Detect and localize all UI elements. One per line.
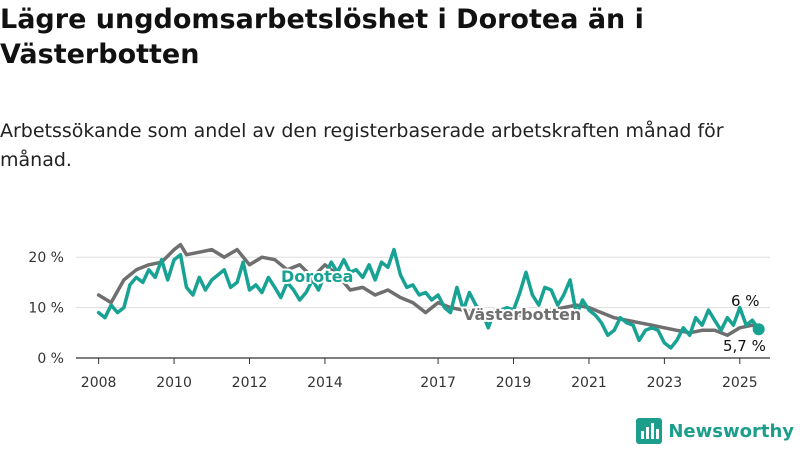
- series-lines: [96, 242, 765, 350]
- x-tick-label: 2008: [81, 375, 117, 391]
- x-axis: 2008 2010 2012 2014 2017 2019 2021 2023 2025: [81, 358, 758, 391]
- brand-name: Newsworthy: [668, 420, 794, 442]
- series-line-dorotea: [96, 247, 761, 350]
- series-label-vasterbotten: Västerbotten: [463, 305, 581, 324]
- y-tick-label: 10 %: [28, 301, 64, 317]
- series-label-dorotea: Dorotea: [281, 267, 353, 286]
- chart-subtitle: Arbetssökande som andel av den registerb…: [0, 120, 724, 171]
- x-tick-label: 2014: [307, 375, 343, 391]
- x-tick-label: 2012: [232, 375, 268, 391]
- x-tick-label: 2010: [156, 375, 192, 391]
- end-label-dorotea: 5,7 %: [723, 337, 766, 355]
- y-axis-labels: 0 % 10 % 20 %: [28, 250, 64, 367]
- bar-chart-logo-icon: [636, 418, 663, 444]
- chart-title: Lägre ungdomsarbetslöshet i Dorotea än i…: [0, 4, 644, 70]
- series-line-vasterbotten: [96, 242, 761, 338]
- x-tick-label: 2023: [647, 375, 683, 391]
- x-tick-label: 2025: [722, 375, 758, 391]
- x-tick-label: 2021: [571, 375, 607, 391]
- grid-lines: [76, 256, 770, 359]
- x-tick-label: 2017: [420, 375, 456, 391]
- dorotea-end-point: [752, 323, 765, 336]
- y-tick-label: 0 %: [37, 351, 64, 367]
- end-label-vasterbotten: 6 %: [731, 292, 760, 310]
- newsworthy-brand: Newsworthy: [636, 418, 794, 444]
- x-tick-label: 2019: [496, 375, 532, 391]
- y-tick-label: 20 %: [28, 250, 64, 266]
